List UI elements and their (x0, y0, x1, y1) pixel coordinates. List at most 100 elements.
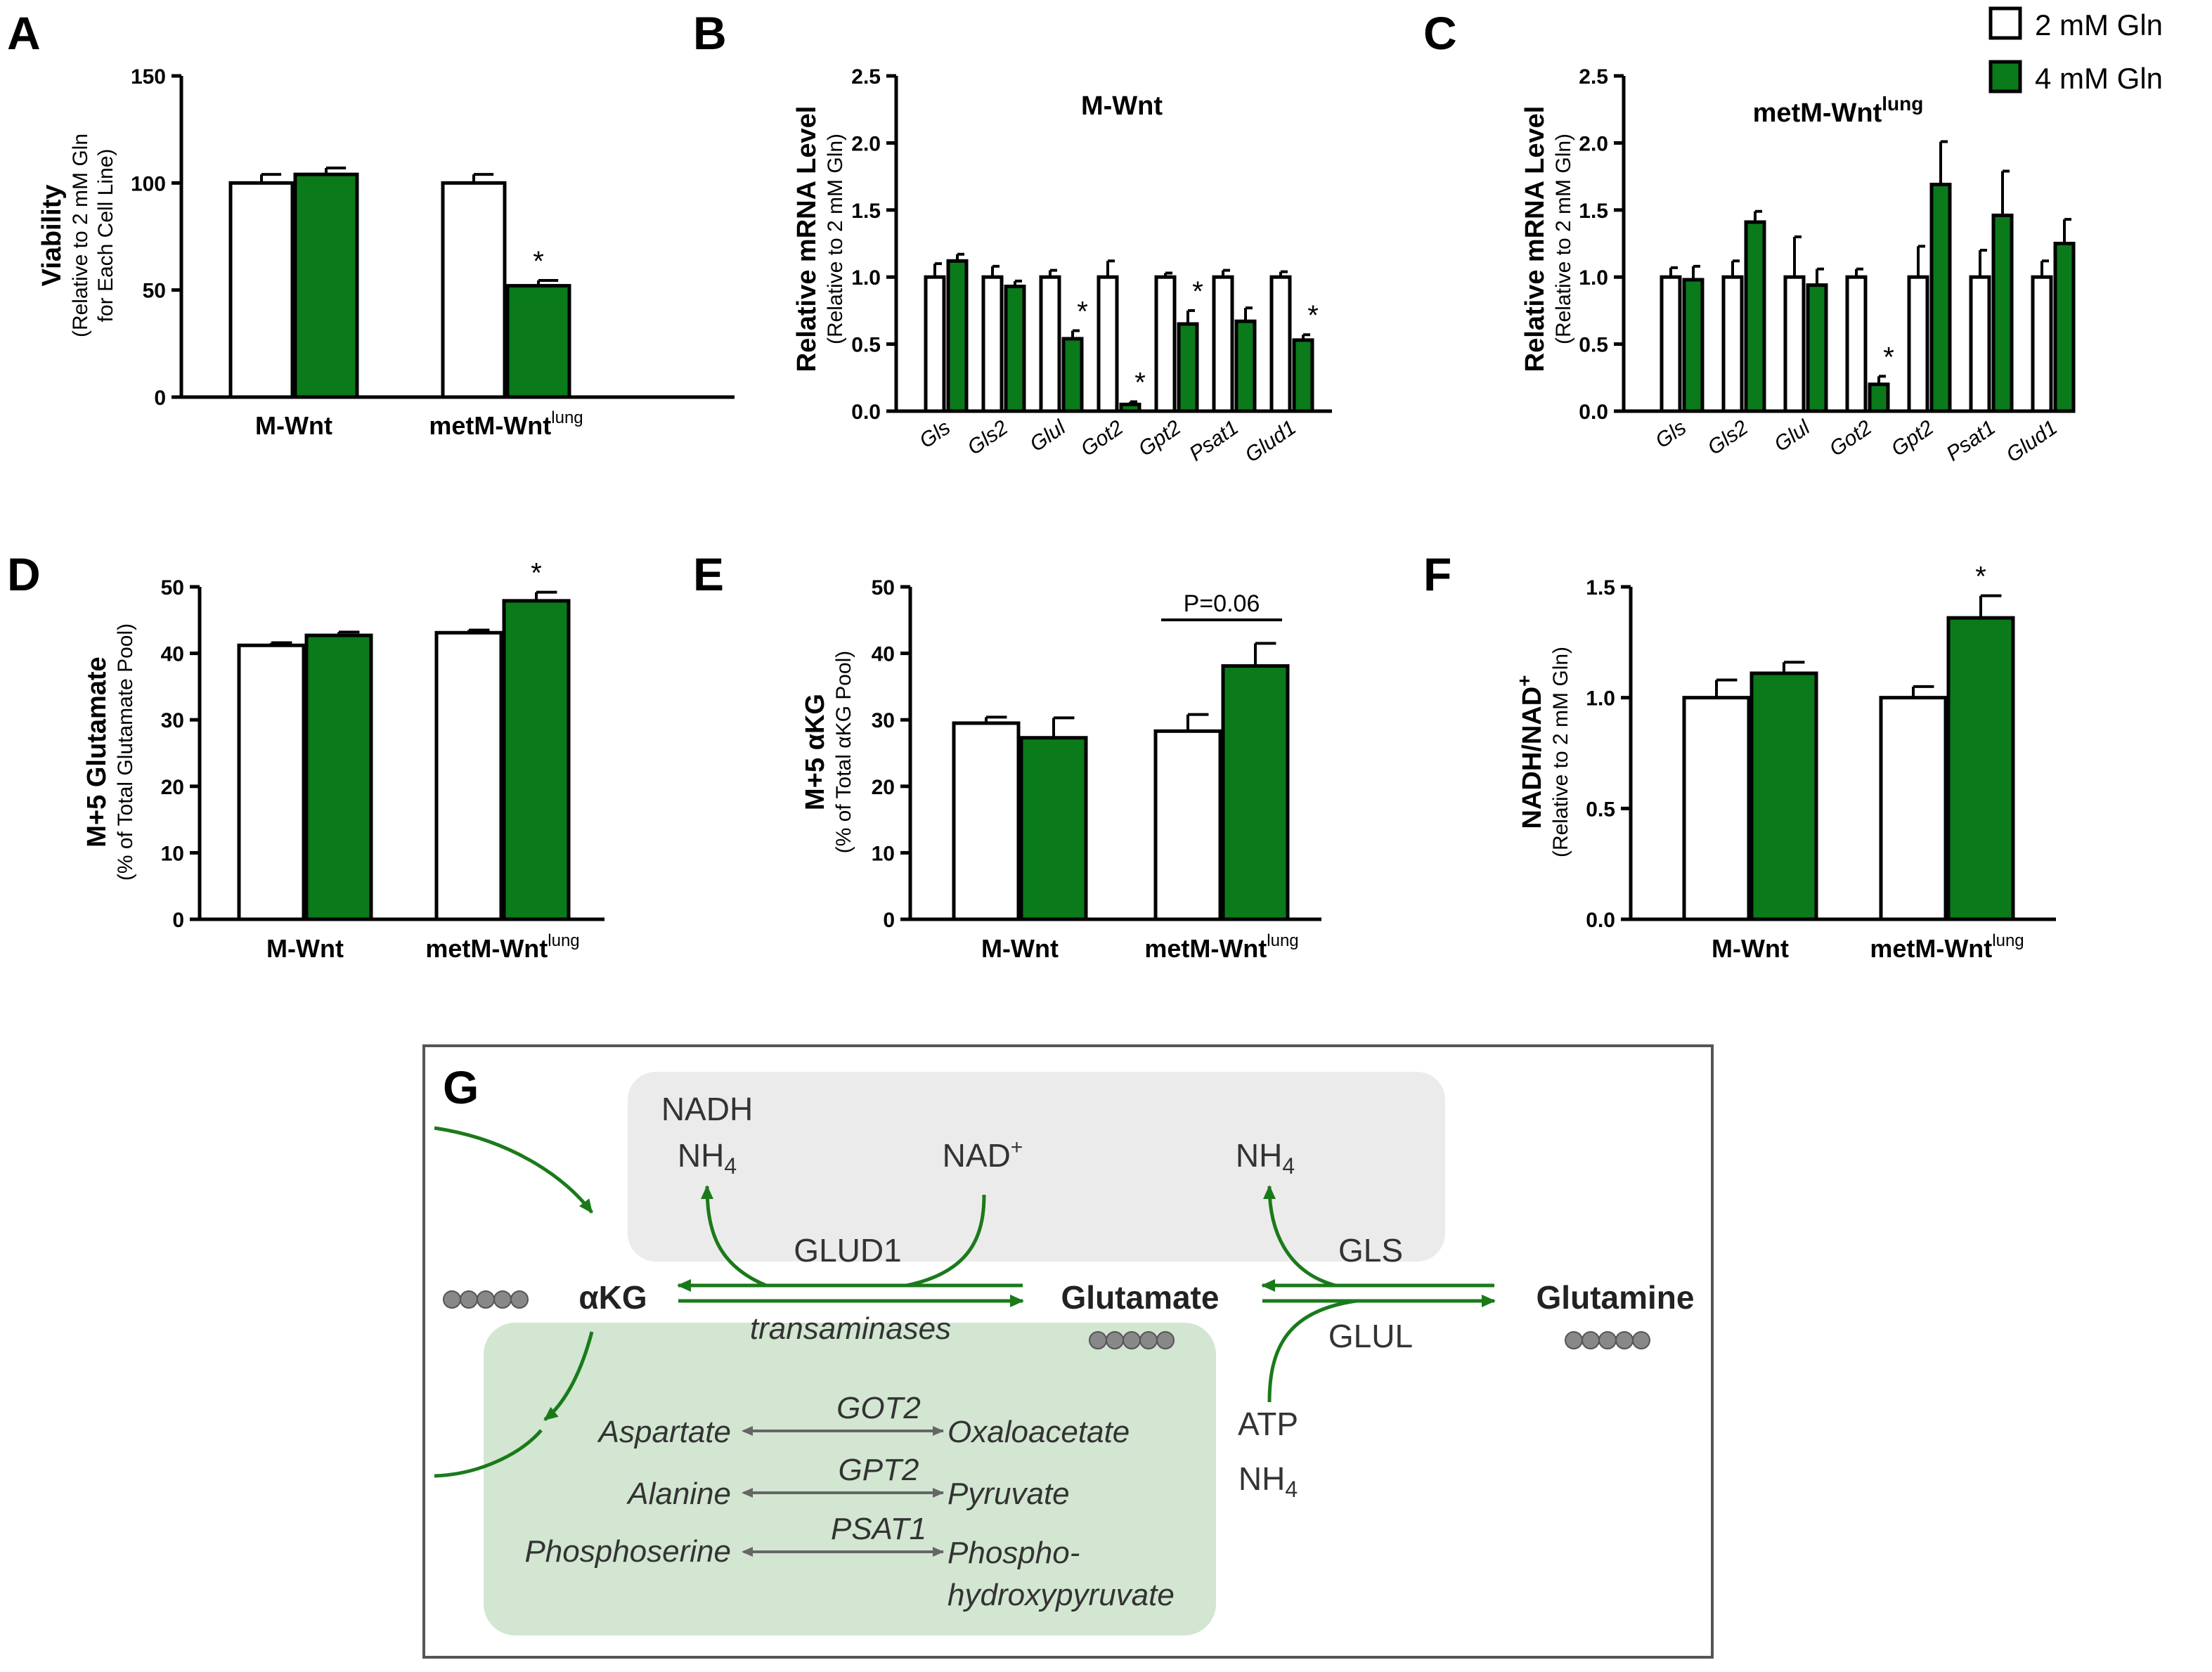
bar-c-treated-3 (1806, 283, 1828, 413)
panel-c-title: metM-Wntlung (1753, 93, 1924, 128)
error-bar-a-control-1 (260, 173, 282, 183)
bar-d-control-2 (434, 630, 503, 921)
label-nh4-left: NH4 (678, 1137, 737, 1179)
panel-b: 0.0 0.5 1.0 1.5 2.0 2.5 * * * * Gls Gls2 Glul Got2 Gpt… (792, 65, 1332, 467)
metabolite-glutamine: Glutamine (1537, 1279, 1695, 1316)
error-bar-d-control-2 (467, 628, 490, 633)
reaction-right-3: Phospho- (947, 1536, 1080, 1570)
bar-b-control-3 (1039, 275, 1061, 413)
panel-label-c: C (1423, 7, 1457, 59)
error-bar-c-control-5 (1917, 245, 1925, 278)
category-label-f-1: M-Wnt (1712, 934, 1789, 963)
reaction-left-3: Phosphoserine (524, 1534, 731, 1569)
bar-f-treated-1 (1749, 671, 1818, 921)
bar-f-treated-2 (1946, 616, 2015, 921)
gene-label-c-2: Gls2 (1704, 416, 1753, 460)
y-tick-label-d: 40 (161, 643, 184, 666)
panel-f: 0.0 0.5 1.0 1.5 * NADH/NAD+ (Relative to 2 m… (1513, 562, 2056, 963)
label-nh4-right: NH4 (1236, 1137, 1295, 1179)
bar-e-control-2 (1153, 729, 1222, 921)
error-bar-b-control-3 (1049, 268, 1057, 278)
y-tick-label-f: 1.0 (1586, 687, 1615, 711)
error-bar-b-treated-3 (1071, 329, 1080, 339)
ylabel-a-sub1: (Relative to 2 mM Gln (69, 134, 92, 337)
y-tick-label-e: 0 (883, 909, 895, 932)
panel-d: 0 10 20 30 40 50 * M+5 Glutamate (% of Total G… (82, 558, 604, 963)
ylabel-b-sub1: (Relative to 2 mM Gln) (824, 134, 847, 344)
y-tick-label-d: 50 (161, 576, 184, 600)
category-label-e-2: metM-Wntlung (1144, 931, 1298, 963)
category-label-d-1: M-Wnt (266, 934, 344, 963)
mitochondria-region (628, 1072, 1445, 1262)
y-tick-label-c: 1.0 (1579, 266, 1608, 290)
error-bar-c-control-6 (1979, 249, 1987, 278)
gene-label-b-7: Glud1 (1241, 416, 1301, 467)
plot-a: 0 50 100 150 * (131, 65, 735, 410)
bar-c-treated-2 (1744, 220, 1766, 413)
error-bar-c-treated-1 (1692, 264, 1700, 280)
y-tick-label-b: 2.0 (851, 132, 881, 155)
metabolite-akg: αKG (578, 1279, 647, 1316)
error-bar-b-treated-1 (956, 252, 964, 261)
bar-c-control-2 (1721, 275, 1744, 413)
bar-c-treated-4 (1868, 382, 1890, 413)
bar-c-control-7 (2031, 275, 2053, 413)
bar-a-control-1 (228, 181, 295, 399)
reaction-left-2: Alanine (626, 1477, 731, 1511)
y-tick-label-f: 1.5 (1586, 576, 1615, 600)
category-label-e-1: M-Wnt (981, 934, 1059, 963)
y-tick-label-a: 150 (131, 65, 166, 89)
y-tick-label-f: 0.5 (1586, 798, 1615, 821)
bar-c-control-1 (1660, 275, 1682, 413)
error-bar-a-control-2 (472, 173, 494, 183)
bar-c-treated-1 (1682, 278, 1705, 413)
gene-label-c-4: Got2 (1825, 416, 1876, 462)
y-tick-label-c: 1.5 (1579, 200, 1608, 223)
y-tick-label-a: 100 (131, 172, 166, 195)
reaction-arrows (434, 1126, 1496, 1478)
bar-b-control-6 (1212, 275, 1234, 413)
bar-b-treated-2 (1004, 285, 1026, 413)
bar-b-treated-7 (1292, 338, 1314, 413)
y-tick-label-a: 0 (154, 387, 166, 410)
label-nadh: NADH (661, 1091, 753, 1127)
error-bar-d-treated-1 (337, 630, 360, 636)
transaminase-region (484, 1323, 1216, 1635)
transaminase-reaction-3: Phosphoserine PSAT1 Phospho- hydroxypyru… (524, 1512, 1174, 1612)
y-tick-label-e: 10 (872, 842, 895, 865)
metabolite-glutamate: Glutamate (1061, 1279, 1220, 1316)
bar-c-control-4 (1845, 275, 1868, 413)
gene-label-c-3: Glul (1770, 415, 1815, 456)
error-bar-b-treated-2 (1014, 279, 1022, 287)
transaminase-reaction-1: Aspartate GOT2 Oxaloacetate (597, 1391, 1130, 1449)
error-bar-c-control-2 (1731, 259, 1740, 278)
panel-label-e: E (693, 548, 724, 600)
error-bar-c-control-4 (1855, 267, 1863, 278)
ylabel-a-main: Viability (37, 184, 67, 286)
y-tick-label-d: 10 (161, 842, 184, 865)
y-tick-label-e: 50 (872, 576, 895, 600)
gene-label-c-5: Gpt2 (1887, 416, 1938, 462)
pathway-diagram: G NADH NH4 NAD+ NH4 GLUD1 GLS GLUL ATP N… (422, 1044, 1714, 1659)
error-bar-c-control-7 (2040, 259, 2049, 278)
bar-d-treated-1 (304, 633, 373, 921)
bar-b-treated-1 (946, 259, 969, 413)
y-tick-label-c: 0.0 (1579, 401, 1608, 424)
panel-c: 0.0 0.5 1.0 1.5 2.0 2.5 * Gls Gls2 Glul Got2 Gpt2 Ps… (1520, 65, 2076, 467)
transaminase-reaction-2: Alanine GPT2 Pyruvate (626, 1453, 1069, 1511)
panel-label-a: A (7, 7, 41, 59)
gene-label-b-6: Psat1 (1185, 416, 1243, 466)
plot-b: 0.0 0.5 1.0 1.5 2.0 2.5 * * * * Gls Gls2 Glul Got2 Gpt… (851, 65, 1332, 467)
label-gls: GLS (1338, 1232, 1403, 1269)
gene-label-b-2: Gls2 (964, 416, 1013, 460)
gene-label-b-5: Gpt2 (1134, 416, 1185, 462)
significance-star-b-7: * (1307, 300, 1319, 331)
error-bar-b-control-2 (991, 264, 1000, 278)
error-bar-f-treated-2 (1979, 594, 2002, 618)
y-tick-label-c: 0.5 (1579, 334, 1608, 357)
plot-e: 0 10 20 30 40 50 (872, 576, 1321, 932)
error-bar-c-treated-4 (1877, 375, 1886, 384)
error-bar-a-treated-2 (537, 278, 559, 286)
bar-b-treated-3 (1061, 337, 1084, 413)
